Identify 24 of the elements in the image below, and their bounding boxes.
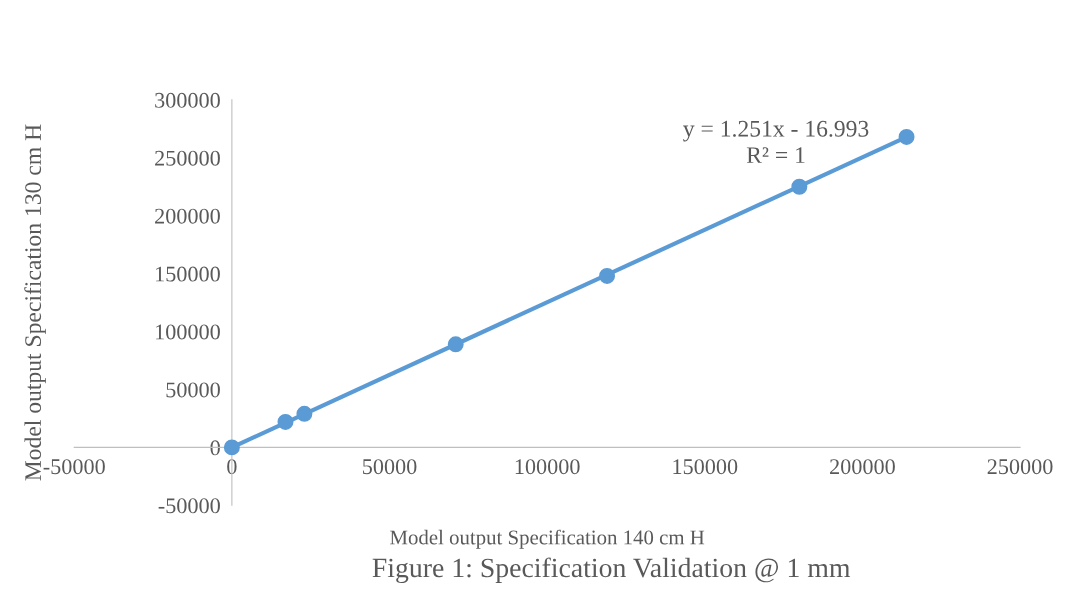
point: [599, 267, 616, 284]
point: [791, 178, 808, 195]
point: [296, 405, 313, 422]
y-tick-label: 100000: [156, 324, 220, 340]
x-axis-title: Model output Specification 140 cm H: [390, 529, 705, 549]
annotation: y = 1.251x - 16.993 R² = 1: [683, 120, 869, 163]
x-tick-label: 250000: [987, 459, 1053, 475]
x-tick-label: -50000: [43, 459, 105, 475]
point: [447, 336, 464, 353]
y-tick-label: 250000: [155, 150, 220, 166]
point: [223, 439, 240, 456]
x-tick-label: 200000: [830, 459, 895, 475]
y-tick-label: 200000: [155, 208, 220, 224]
x-tick-label: 0: [227, 459, 237, 475]
text: Figure 1: Specification Validation @ 1 mm: [372, 557, 851, 584]
x-tick-label: 50000: [363, 459, 417, 475]
point: [898, 128, 915, 145]
y-tick-label: -50000: [158, 498, 220, 514]
y-tick-label: 50000: [166, 382, 220, 398]
y-tick-label: 150000: [156, 266, 220, 282]
x-tick-label: 100000: [515, 459, 580, 475]
y-tick-label: 300000: [155, 92, 220, 108]
point: [277, 413, 294, 430]
x-tick-label: 150000: [673, 459, 738, 475]
